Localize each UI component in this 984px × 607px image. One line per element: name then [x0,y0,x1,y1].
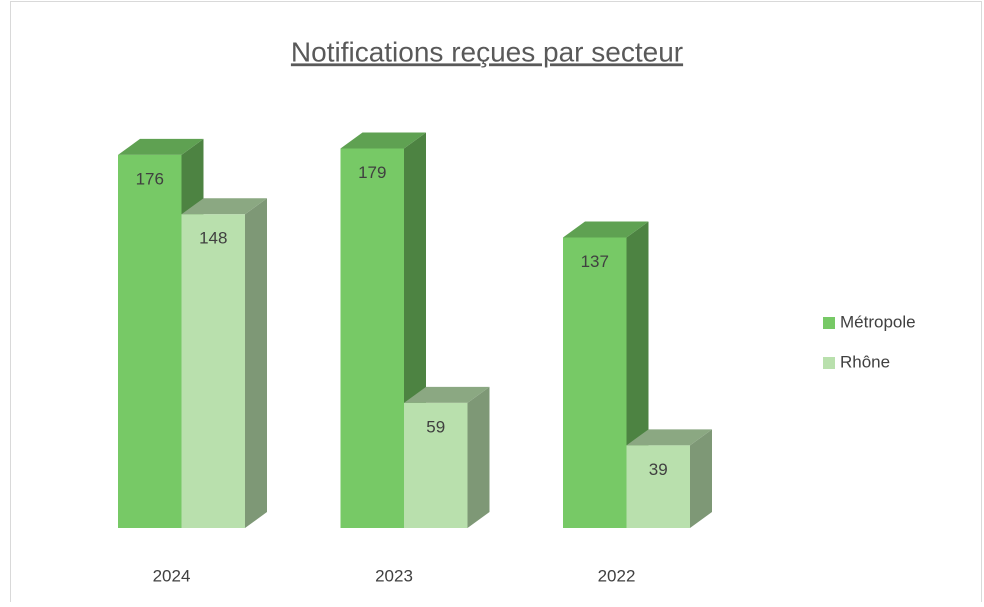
bar-top [118,138,204,155]
x-tick-label: 2023 [375,566,413,585]
data-label: 137 [581,252,609,271]
bar-side [245,198,267,529]
bar-top [404,386,490,403]
data-label: 176 [136,169,164,188]
chart-border [10,1,982,607]
bar-top [626,429,712,446]
bar-top [181,198,267,215]
legend-swatch [823,357,835,369]
legend-swatch [823,317,835,329]
chart-title: Notifications reçues par secteur [291,36,683,67]
bar-front [626,445,690,528]
bar-top [340,132,426,149]
legend-label: Rhône [840,352,890,371]
bar [181,198,267,529]
data-label: 39 [649,460,668,479]
data-label: 179 [358,163,386,182]
bar-front [404,402,468,528]
legend-label: Métropole [840,312,916,331]
bar-top [563,221,649,238]
x-tick-label: 2022 [598,566,636,585]
bar-front [563,237,627,528]
bar-side [690,429,712,528]
data-label: 148 [199,229,227,248]
bar-front [340,148,404,528]
bar-front [181,214,245,529]
bar [404,386,490,528]
bar-side [467,386,490,528]
bar-front [118,154,182,528]
bar [626,429,712,528]
x-tick-label: 2024 [153,566,191,585]
data-label: 59 [426,417,445,436]
